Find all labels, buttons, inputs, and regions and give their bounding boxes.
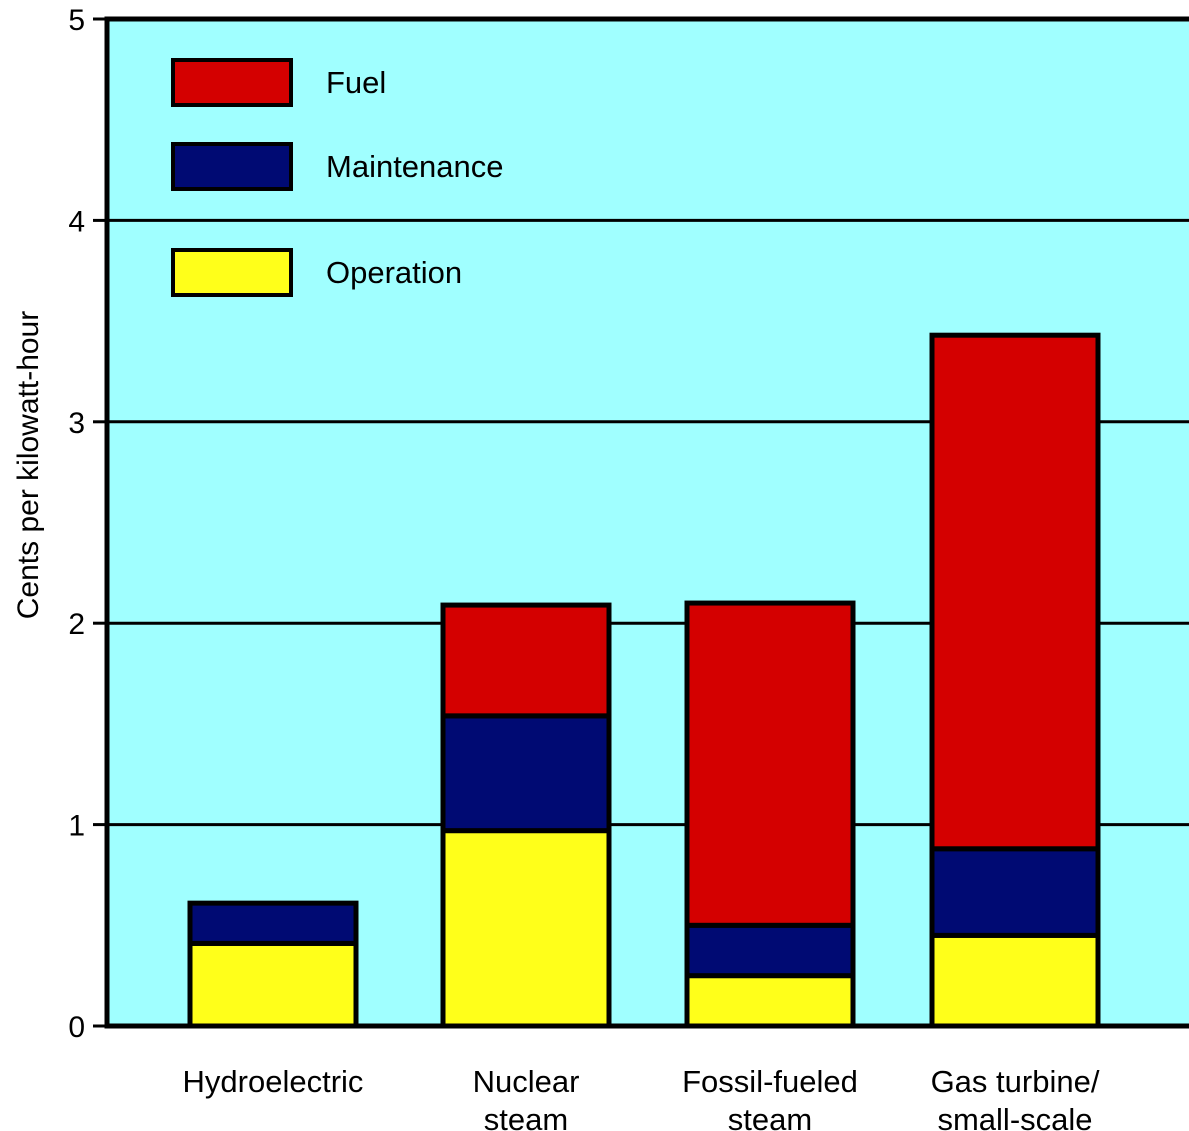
legend-label-fuel: Fuel bbox=[326, 65, 386, 100]
bar-stack bbox=[187, 900, 359, 1029]
y-tick-label: 2 bbox=[68, 608, 85, 641]
legend-label-maintenance: Maintenance bbox=[326, 149, 504, 184]
bar-segment-maintenance bbox=[440, 713, 612, 834]
x-category-label: small-scale bbox=[937, 1102, 1092, 1131]
bar-segment-maintenance bbox=[187, 900, 359, 946]
bar-segment-fuel bbox=[929, 332, 1101, 852]
x-category-label: Hydroelectric bbox=[183, 1064, 364, 1099]
x-category-label: Nuclear bbox=[473, 1064, 580, 1099]
bar-stack bbox=[929, 332, 1101, 1029]
bar-stack bbox=[684, 600, 856, 1029]
bar-segment-operation bbox=[929, 932, 1101, 1029]
bar-segment-operation bbox=[440, 828, 612, 1029]
x-axis-labels: Hydroelectric Nuclear steam Fossil-fueled st… bbox=[183, 1064, 1100, 1131]
y-tick-label: 4 bbox=[68, 205, 85, 238]
bar-stack bbox=[440, 602, 612, 1029]
y-tick-label: 1 bbox=[68, 810, 85, 843]
plot-border bbox=[104, 16, 1189, 1029]
legend: Fuel Maintenance Operation bbox=[171, 58, 504, 297]
x-category-label: Fossil-fueled bbox=[682, 1064, 858, 1099]
y-tick-label: 0 bbox=[68, 1011, 85, 1044]
legend-label-operation: Operation bbox=[326, 255, 462, 290]
bar-segment-operation bbox=[684, 973, 856, 1029]
x-category-label: Gas turbine/ bbox=[931, 1064, 1100, 1099]
bars bbox=[187, 332, 1101, 1029]
y-tick-label: 5 bbox=[68, 4, 85, 37]
bar-segment-fuel bbox=[440, 602, 612, 719]
bar-segment-operation bbox=[187, 940, 359, 1029]
bar-segment-maintenance bbox=[929, 846, 1101, 938]
bar-segment-fuel bbox=[684, 600, 856, 928]
legend-swatch-maintenance bbox=[171, 142, 293, 191]
y-axis-ticks: 0 1 2 3 4 5 bbox=[68, 4, 107, 1044]
bar-segment-maintenance bbox=[684, 922, 856, 979]
x-category-label: steam bbox=[728, 1102, 812, 1131]
y-axis-title: Cents per kilowatt-hour bbox=[12, 311, 45, 619]
x-category-label: steam bbox=[484, 1102, 568, 1131]
legend-swatch-operation bbox=[171, 248, 293, 297]
y-tick-label: 3 bbox=[68, 407, 85, 440]
legend-swatch-fuel bbox=[171, 58, 293, 107]
